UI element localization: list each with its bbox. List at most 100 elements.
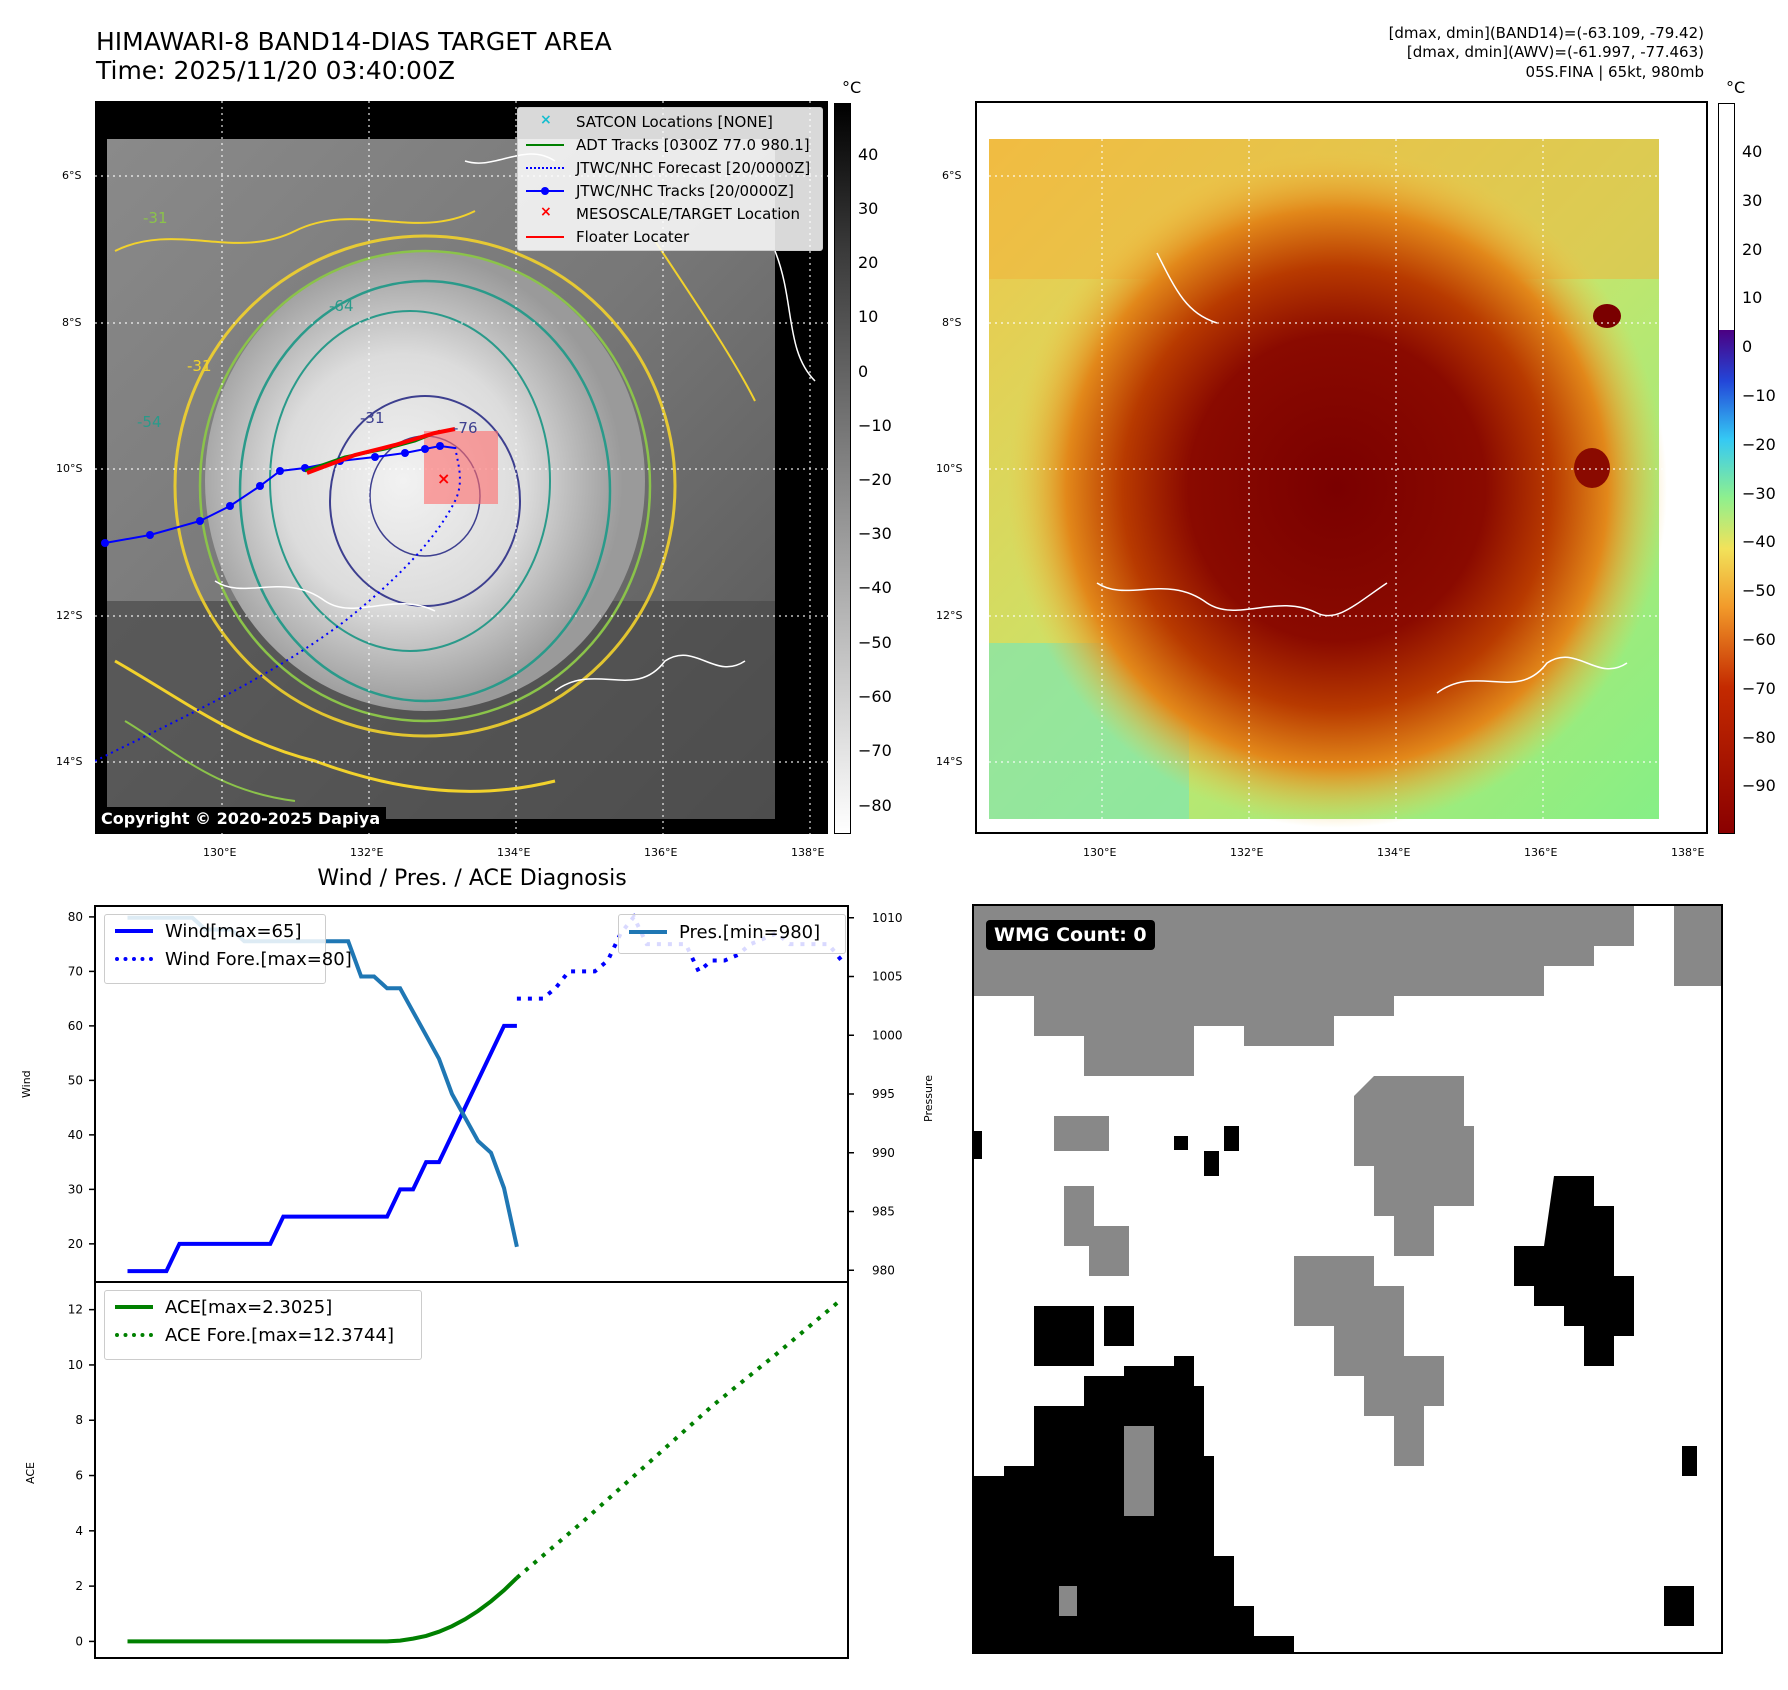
wind-tick-label: 20 — [68, 1237, 83, 1251]
contour-label: -54 — [137, 413, 162, 431]
contour-label: -76 — [453, 419, 478, 437]
figure-title: HIMAWARI-8 BAND14-DIAS TARGET AREA — [96, 27, 612, 56]
ir-map: × -31 -64 -31 -54 -31 -76 × SATCON Locat… — [95, 101, 828, 834]
wind-tick-label: 30 — [68, 1182, 83, 1196]
lon-tick: 130°E — [1083, 846, 1117, 859]
line-icon — [111, 925, 157, 937]
colorbar-tick: 20 — [858, 253, 879, 272]
wind-legend: Wind[max=65] Wind Fore.[max=80] — [104, 914, 352, 984]
ace-axes-frame — [94, 1281, 849, 1659]
legend-label: Wind Fore.[max=80] — [165, 948, 352, 970]
pressure-axis-label: Pressure — [922, 1075, 935, 1122]
ace-tick-label: 10 — [68, 1358, 83, 1372]
svg-text:×: × — [437, 469, 450, 488]
map-legend: × SATCON Locations [NONE] ADT Tracks [03… — [517, 107, 823, 251]
legend-label: JTWC/NHC Tracks [20/0000Z] — [576, 181, 794, 200]
legend-item: Floater Locater — [522, 225, 818, 248]
colorbar-tick: −60 — [1742, 630, 1776, 649]
ace-tick-label: 2 — [75, 1579, 83, 1593]
colorbar-tick: 30 — [1742, 191, 1763, 210]
lon-tick: 138°E — [791, 846, 825, 859]
info-line-2: [dmax, dmin](AWV)=(-61.997, -77.463) — [1406, 43, 1704, 61]
legend-item: ACE[max=2.3025] — [111, 1293, 415, 1321]
colorbar-tick: −80 — [858, 796, 892, 815]
contour-label: -31 — [360, 409, 385, 427]
lon-tick: 132°E — [1230, 846, 1264, 859]
ace-axis-label: ACE — [24, 1462, 37, 1484]
legend-label: Floater Locater — [576, 227, 690, 246]
x-marker-icon: × — [540, 203, 552, 220]
colorbar-tick: −70 — [1742, 679, 1776, 698]
lon-tick: 136°E — [644, 846, 678, 859]
line-icon — [111, 1301, 157, 1313]
dotted-line-icon — [522, 162, 568, 174]
lon-tick: 134°E — [497, 846, 531, 859]
figure-time: Time: 2025/11/20 03:40:00Z — [96, 56, 455, 85]
lat-tick: 6°S — [62, 169, 82, 182]
legend-label: ACE[max=2.3025] — [165, 1296, 333, 1318]
colorbar-tick: −60 — [858, 687, 892, 706]
pressure-tick-label: 985 — [872, 1205, 895, 1219]
lat-tick: 8°S — [62, 316, 82, 329]
dotted-line-icon — [111, 1329, 157, 1341]
wind-tick-label: 60 — [68, 1019, 83, 1033]
legend-label: JTWC/NHC Forecast [20/0000Z] — [576, 158, 811, 177]
legend-item: Wind Fore.[max=80] — [111, 945, 352, 973]
legend-item: Wind[max=65] — [111, 917, 319, 945]
legend-item: ACE Fore.[max=12.3744] — [111, 1321, 415, 1349]
colorbar-unit: °C — [842, 78, 862, 97]
lat-tick: 6°S — [942, 169, 962, 182]
pressure-tick-label: 990 — [872, 1146, 895, 1160]
ir-map-image: × — [95, 101, 828, 834]
colorbar-tick: −40 — [1742, 532, 1776, 551]
colorbar-tick: −10 — [858, 416, 892, 435]
colorbar-tick: 0 — [1742, 337, 1753, 356]
dotted-line-icon — [111, 953, 157, 965]
awv-colorbar — [1718, 103, 1735, 834]
x-marker-icon: × — [540, 111, 552, 128]
pressure-tick-label: 995 — [872, 1087, 895, 1101]
colorbar-tick: −90 — [1742, 776, 1776, 795]
colorbar-tick: 10 — [1742, 288, 1763, 307]
colorbar-tick: 10 — [858, 307, 879, 326]
awv-map — [975, 101, 1708, 834]
pressure-tick-label: 1010 — [872, 911, 903, 925]
legend-item: Pres.[min=980] — [625, 917, 839, 947]
awv-map-image — [977, 103, 1706, 832]
contour-label: -64 — [329, 297, 354, 315]
colorbar-tick: −30 — [1742, 484, 1776, 503]
colorbar-tick: −10 — [1742, 386, 1776, 405]
line-icon — [522, 231, 568, 243]
colorbar-tick: 0 — [858, 362, 869, 381]
lon-tick: 138°E — [1671, 846, 1705, 859]
lat-tick: 12°S — [936, 609, 963, 622]
lon-tick: 130°E — [203, 846, 237, 859]
colorbar-tick: 20 — [1742, 240, 1763, 259]
lat-tick: 10°S — [936, 462, 963, 475]
wind-tick-label: 40 — [68, 1128, 83, 1142]
info-line-3: 05S.FINA | 65kt, 980mb — [1525, 63, 1704, 81]
info-line-1: [dmax, dmin](BAND14)=(-63.109, -79.42) — [1388, 24, 1704, 42]
grayscale-colorbar — [834, 103, 851, 834]
lon-tick: 134°E — [1377, 846, 1411, 859]
legend-label: SATCON Locations [NONE] — [576, 112, 773, 131]
legend-item: × MESOSCALE/TARGET Location — [522, 202, 818, 225]
colorbar-tick: −20 — [858, 470, 892, 489]
lon-tick: 136°E — [1524, 846, 1558, 859]
ace-tick-label: 4 — [75, 1524, 83, 1538]
copyright-label: Copyright © 2020-2025 Dapiya — [95, 807, 387, 830]
colorbar-tick: −80 — [1742, 728, 1776, 747]
ace-tick-label: 8 — [75, 1413, 83, 1427]
legend-label: Wind[max=65] — [165, 920, 302, 942]
line-icon — [625, 926, 671, 938]
legend-item: JTWC/NHC Forecast [20/0000Z] — [522, 156, 818, 179]
contour-label: -31 — [187, 357, 212, 375]
wmg-panel: WMG Count: 0 — [972, 904, 1723, 1654]
legend-label: MESOSCALE/TARGET Location — [576, 204, 801, 223]
colorbar-tick: −50 — [858, 633, 892, 652]
lat-tick: 14°S — [936, 755, 963, 768]
colorbar-tick: −50 — [1742, 581, 1776, 600]
colorbar-tick: 40 — [858, 145, 879, 164]
ace-tick-label: 0 — [75, 1634, 83, 1648]
colorbar-tick: 40 — [1742, 142, 1763, 161]
